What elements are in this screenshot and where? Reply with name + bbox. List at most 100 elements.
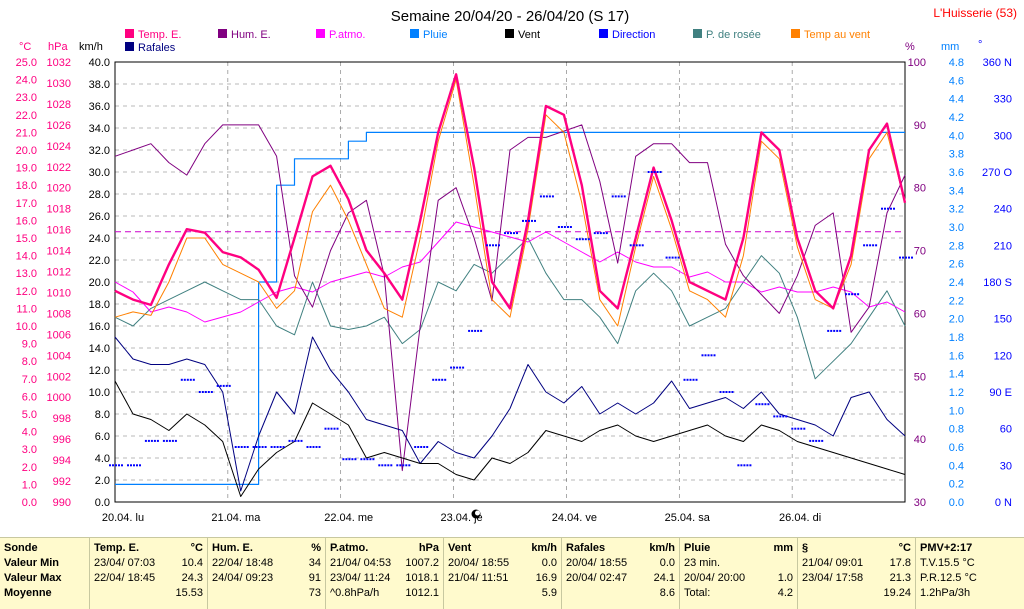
legend-swatch	[505, 29, 514, 38]
direction-point	[908, 256, 910, 259]
direction-point	[755, 403, 758, 406]
tick-hum: 60	[914, 308, 926, 320]
col-head: PMV+2:17	[920, 542, 973, 554]
direction-point	[704, 354, 707, 357]
direction-point	[890, 207, 892, 210]
direction-point	[854, 293, 857, 296]
direction-point	[174, 439, 177, 442]
tick-wind: 2.0	[95, 475, 110, 487]
tick-press: 1028	[47, 99, 71, 111]
cell-date: P.R.12.5 °C	[920, 572, 977, 584]
direction-point	[869, 244, 872, 247]
cell-date: 22/04/ 18:48	[212, 557, 274, 569]
unit-rain: mm	[941, 41, 959, 53]
legend-label: Pluie	[423, 29, 447, 41]
tick-press: 1018	[47, 204, 71, 216]
tick-wind: 38.0	[89, 79, 110, 91]
cell-date: ^0.8hPa/h	[330, 587, 380, 599]
direction-point	[291, 439, 294, 442]
tick-rain: 4.2	[949, 112, 964, 124]
direction-point	[611, 195, 614, 198]
tick-temp: 6.0	[22, 391, 37, 403]
direction-point	[510, 232, 512, 235]
direction-point	[528, 219, 530, 222]
direction-point	[809, 439, 812, 442]
direction-point	[557, 226, 560, 228]
row-label: Valeur Min	[4, 557, 60, 569]
direction-point	[881, 207, 883, 210]
legend: Temp. E. Hum. E. P.atmo. Pluie Vent Direction…	[125, 29, 870, 54]
direction-point	[201, 391, 204, 393]
stats-col-press: P.atmo. hPa 21/04/ 04:53 1007.2 23/04/ 11:…	[326, 538, 444, 609]
direction-point	[444, 378, 447, 381]
cell-date: 21/04/ 04:53	[330, 557, 392, 569]
direction-point	[899, 256, 901, 259]
direction-point	[136, 464, 138, 467]
direction-point	[596, 232, 599, 235]
direction-point	[237, 446, 240, 448]
direction-point	[156, 439, 159, 442]
cell-value: 1.0	[777, 572, 793, 584]
legend-label: Direction	[612, 29, 655, 41]
tick-rain: 1.0	[949, 405, 964, 417]
col-unit: mm	[773, 542, 793, 554]
tick-temp: 18.0	[16, 180, 37, 192]
tick-dir: 270 O	[982, 167, 1012, 179]
tick-hum: 100	[908, 57, 926, 69]
direction-point	[315, 446, 318, 448]
direction-point	[318, 446, 321, 448]
direction-point	[695, 378, 698, 381]
direction-point	[749, 464, 752, 467]
tick-temp: 9.0	[22, 339, 37, 351]
direction-point	[270, 446, 273, 448]
direction-point	[147, 439, 150, 442]
direction-point	[773, 415, 776, 418]
tick-press: 1014	[47, 246, 71, 258]
cell-value: 15.53	[175, 587, 203, 599]
stats-col-pmv: PMV+2:17 T.V.15.5 °C P.R.12.5 °C 1.2hPa/…	[916, 538, 1024, 609]
direction-point	[118, 464, 120, 467]
direction-point	[911, 256, 913, 259]
direction-point	[722, 391, 725, 393]
direction-point	[384, 464, 387, 467]
legend-label: P. de rosée	[706, 29, 761, 41]
cell-value: 4.2	[777, 587, 793, 599]
cell-date: 23/04/ 07:03	[94, 557, 156, 569]
direction-point	[453, 366, 456, 369]
direction-point	[800, 427, 803, 430]
direction-point	[474, 329, 477, 332]
cell-date: 1.2hPa/3h	[920, 587, 971, 599]
direction-point	[207, 391, 210, 393]
tick-press: 1024	[47, 141, 71, 153]
direction-point	[435, 378, 438, 381]
direction-point	[504, 232, 506, 235]
tick-rain: 0.8	[949, 424, 964, 436]
tick-temp: 5.0	[22, 409, 37, 421]
direction-point	[471, 329, 474, 332]
direction-point	[659, 171, 662, 173]
tick-wind: 26.0	[89, 211, 110, 223]
stats-col-gust: Rafales km/h 20/04/ 18:55 0.0 20/04/ 02:47…	[562, 538, 680, 609]
legend-label: Vent	[518, 29, 540, 41]
direction-point	[905, 256, 907, 259]
tick-rain: 2.4	[949, 277, 964, 289]
station-name: L'Huisserie (53)	[933, 6, 1017, 20]
direction-point	[127, 464, 129, 467]
cell-value: 17.8	[889, 557, 911, 569]
direction-point	[498, 244, 500, 247]
cell-date: 23 min.	[684, 557, 721, 569]
direction-point	[115, 464, 117, 467]
series-line-hum-e-	[114, 124, 906, 472]
direction-point	[731, 391, 734, 393]
direction-point	[438, 378, 441, 381]
direction-point	[486, 244, 488, 247]
tick-rain: 0.6	[949, 442, 964, 454]
direction-point	[216, 384, 219, 387]
direction-point	[767, 403, 770, 406]
col-head: §	[802, 542, 809, 554]
legend-swatch	[599, 29, 608, 38]
cell-value: 10.4	[181, 557, 203, 569]
tick-wind: 0.0	[95, 497, 110, 509]
cell-date: 23/04/ 17:58	[802, 572, 864, 584]
tick-hum: 70	[914, 246, 926, 258]
